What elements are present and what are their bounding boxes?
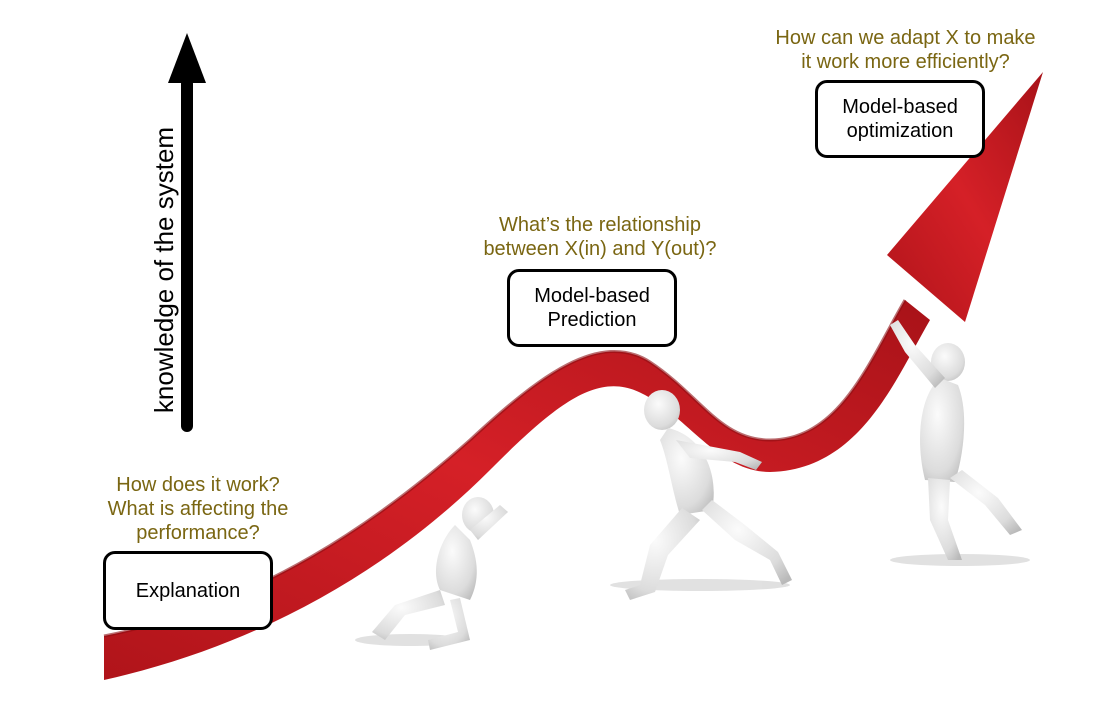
stage-1-question-line: What is affecting the: [107, 498, 289, 520]
kneeling-figure-icon: [372, 497, 508, 650]
stage-1-question-line: performance?: [136, 522, 260, 544]
prediction-box-label-line: Model-based: [534, 285, 650, 307]
stage-3-question-line: it work more efficiently?: [801, 51, 1010, 73]
stage-2-question: What’s the relationship between X(in) an…: [460, 213, 740, 261]
optimization-box-label-line: optimization: [846, 120, 954, 142]
pushing-figure-icon: [890, 320, 1022, 560]
stage-2-question-line: What’s the relationship: [499, 214, 701, 236]
trend-arrow-icon: [103, 72, 1043, 680]
prediction-box-label-line: Prediction: [547, 309, 637, 331]
stage-1-question-line: How does it work?: [116, 474, 280, 496]
knowledge-axis-arrow-icon: [168, 33, 206, 432]
optimization-box: Model-based optimization: [815, 80, 985, 158]
lifting-figure-icon: [625, 390, 792, 600]
explanation-box: Explanation: [103, 551, 273, 630]
prediction-box: Model-based Prediction: [507, 269, 677, 347]
stage-3-question: How can we adapt X to make it work more …: [748, 26, 1063, 74]
axis-label: knowledge of the system: [149, 126, 179, 414]
stage-1-question: How does it work? What is affecting the …: [88, 473, 308, 545]
explanation-box-label: Explanation: [135, 579, 241, 602]
stage-3-question-line: How can we adapt X to make: [775, 27, 1036, 49]
stage-2-question-line: between X(in) and Y(out)?: [483, 238, 717, 260]
optimization-box-label-line: Model-based: [842, 96, 958, 118]
